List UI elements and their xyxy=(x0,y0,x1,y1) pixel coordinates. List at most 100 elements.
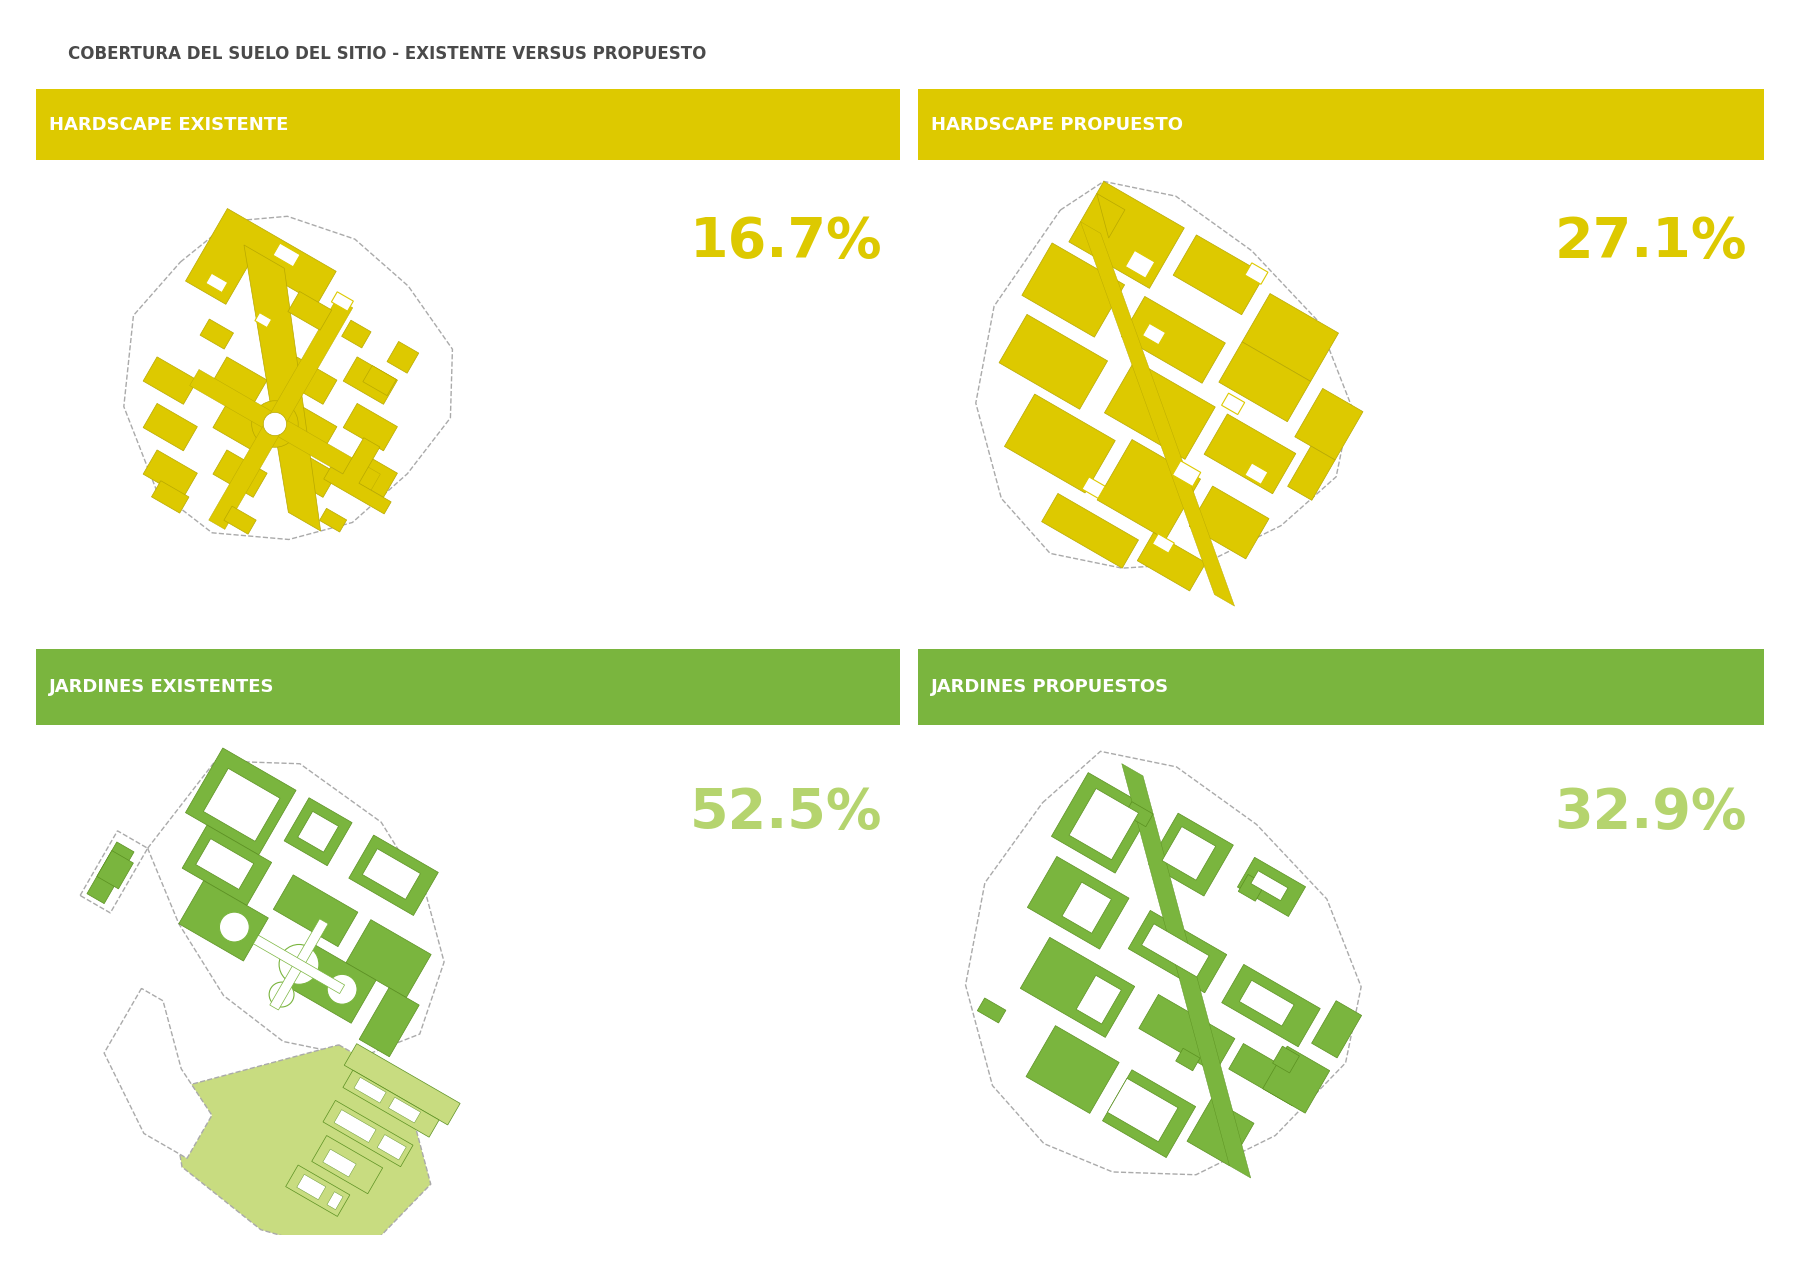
Polygon shape xyxy=(1076,975,1121,1023)
Polygon shape xyxy=(148,761,445,1058)
Polygon shape xyxy=(344,1071,439,1137)
Polygon shape xyxy=(1069,788,1139,859)
Polygon shape xyxy=(1107,1078,1177,1142)
Polygon shape xyxy=(1163,826,1215,880)
Polygon shape xyxy=(1222,393,1244,415)
Polygon shape xyxy=(1139,994,1235,1073)
Polygon shape xyxy=(1098,439,1201,540)
Polygon shape xyxy=(320,508,347,532)
Polygon shape xyxy=(1121,297,1226,383)
Text: HARDSCAPE PROPUESTO: HARDSCAPE PROPUESTO xyxy=(931,116,1183,134)
Polygon shape xyxy=(185,749,295,855)
Text: 27.1%: 27.1% xyxy=(1555,215,1748,270)
Polygon shape xyxy=(144,356,198,405)
Polygon shape xyxy=(182,825,272,905)
Polygon shape xyxy=(355,1077,387,1102)
FancyBboxPatch shape xyxy=(918,89,1764,160)
Polygon shape xyxy=(212,404,266,451)
Polygon shape xyxy=(1152,533,1174,554)
Polygon shape xyxy=(1121,764,1251,1178)
Text: COBERTURA DEL SUELO DEL SITIO - EXISTENTE VERSUS PROPUESTO: COBERTURA DEL SUELO DEL SITIO - EXISTENT… xyxy=(68,45,707,62)
Polygon shape xyxy=(1237,857,1305,917)
Polygon shape xyxy=(977,998,1006,1023)
Polygon shape xyxy=(324,438,391,514)
Polygon shape xyxy=(1222,965,1319,1046)
FancyBboxPatch shape xyxy=(918,649,1764,726)
Polygon shape xyxy=(1229,1044,1307,1106)
Polygon shape xyxy=(151,481,189,513)
Polygon shape xyxy=(1141,924,1210,976)
Polygon shape xyxy=(283,449,337,498)
Polygon shape xyxy=(283,404,337,451)
Polygon shape xyxy=(344,356,398,405)
Polygon shape xyxy=(1125,251,1156,278)
Polygon shape xyxy=(1219,342,1310,421)
Polygon shape xyxy=(288,292,331,330)
Text: HARDSCAPE EXISTENTE: HARDSCAPE EXISTENTE xyxy=(49,116,288,134)
Polygon shape xyxy=(335,1110,376,1142)
Polygon shape xyxy=(349,835,439,915)
Polygon shape xyxy=(283,356,337,405)
Polygon shape xyxy=(97,850,133,889)
Text: JARDINES EXISTENTES: JARDINES EXISTENTES xyxy=(49,679,274,696)
Polygon shape xyxy=(1080,222,1235,606)
Polygon shape xyxy=(389,1097,421,1123)
Polygon shape xyxy=(1051,773,1152,873)
Polygon shape xyxy=(1022,243,1125,337)
Polygon shape xyxy=(1004,395,1116,493)
Polygon shape xyxy=(223,507,256,535)
Text: JARDINES PROPUESTOS: JARDINES PROPUESTOS xyxy=(931,679,1168,696)
Polygon shape xyxy=(245,244,320,531)
Polygon shape xyxy=(328,1192,344,1209)
Polygon shape xyxy=(1175,1048,1201,1071)
Polygon shape xyxy=(1069,182,1184,289)
Polygon shape xyxy=(189,369,380,490)
Polygon shape xyxy=(1312,1001,1361,1058)
Polygon shape xyxy=(1082,477,1105,498)
Polygon shape xyxy=(1287,446,1336,500)
Polygon shape xyxy=(322,1150,356,1178)
Polygon shape xyxy=(1105,360,1215,460)
Polygon shape xyxy=(274,243,301,267)
Polygon shape xyxy=(256,313,272,327)
Text: 16.7%: 16.7% xyxy=(689,215,882,270)
Polygon shape xyxy=(1186,1099,1255,1166)
Polygon shape xyxy=(1294,388,1363,460)
Polygon shape xyxy=(254,936,344,994)
Polygon shape xyxy=(205,274,229,293)
Polygon shape xyxy=(270,919,328,1009)
Polygon shape xyxy=(286,943,376,1023)
Polygon shape xyxy=(344,449,398,498)
Polygon shape xyxy=(1204,414,1296,494)
Polygon shape xyxy=(209,298,353,530)
Polygon shape xyxy=(1190,486,1269,559)
Polygon shape xyxy=(1246,463,1267,484)
Circle shape xyxy=(279,945,319,984)
Polygon shape xyxy=(331,292,353,311)
Polygon shape xyxy=(274,875,358,947)
Polygon shape xyxy=(286,1165,349,1217)
Polygon shape xyxy=(346,919,432,998)
Polygon shape xyxy=(1251,871,1289,900)
Polygon shape xyxy=(297,1174,326,1199)
Polygon shape xyxy=(387,341,419,373)
Polygon shape xyxy=(212,356,266,405)
Circle shape xyxy=(270,981,293,1007)
Polygon shape xyxy=(364,365,396,396)
Circle shape xyxy=(220,913,248,942)
Polygon shape xyxy=(1238,875,1265,901)
Polygon shape xyxy=(999,314,1107,409)
Polygon shape xyxy=(1028,857,1129,950)
Polygon shape xyxy=(144,449,198,498)
FancyBboxPatch shape xyxy=(36,89,900,160)
Polygon shape xyxy=(297,811,338,852)
Polygon shape xyxy=(362,849,421,900)
Polygon shape xyxy=(1021,937,1134,1037)
Polygon shape xyxy=(185,209,337,304)
Polygon shape xyxy=(1273,1046,1300,1073)
Polygon shape xyxy=(1138,532,1206,591)
FancyBboxPatch shape xyxy=(36,649,900,726)
Polygon shape xyxy=(1242,294,1339,382)
Polygon shape xyxy=(86,841,133,904)
Text: 32.9%: 32.9% xyxy=(1555,787,1748,840)
